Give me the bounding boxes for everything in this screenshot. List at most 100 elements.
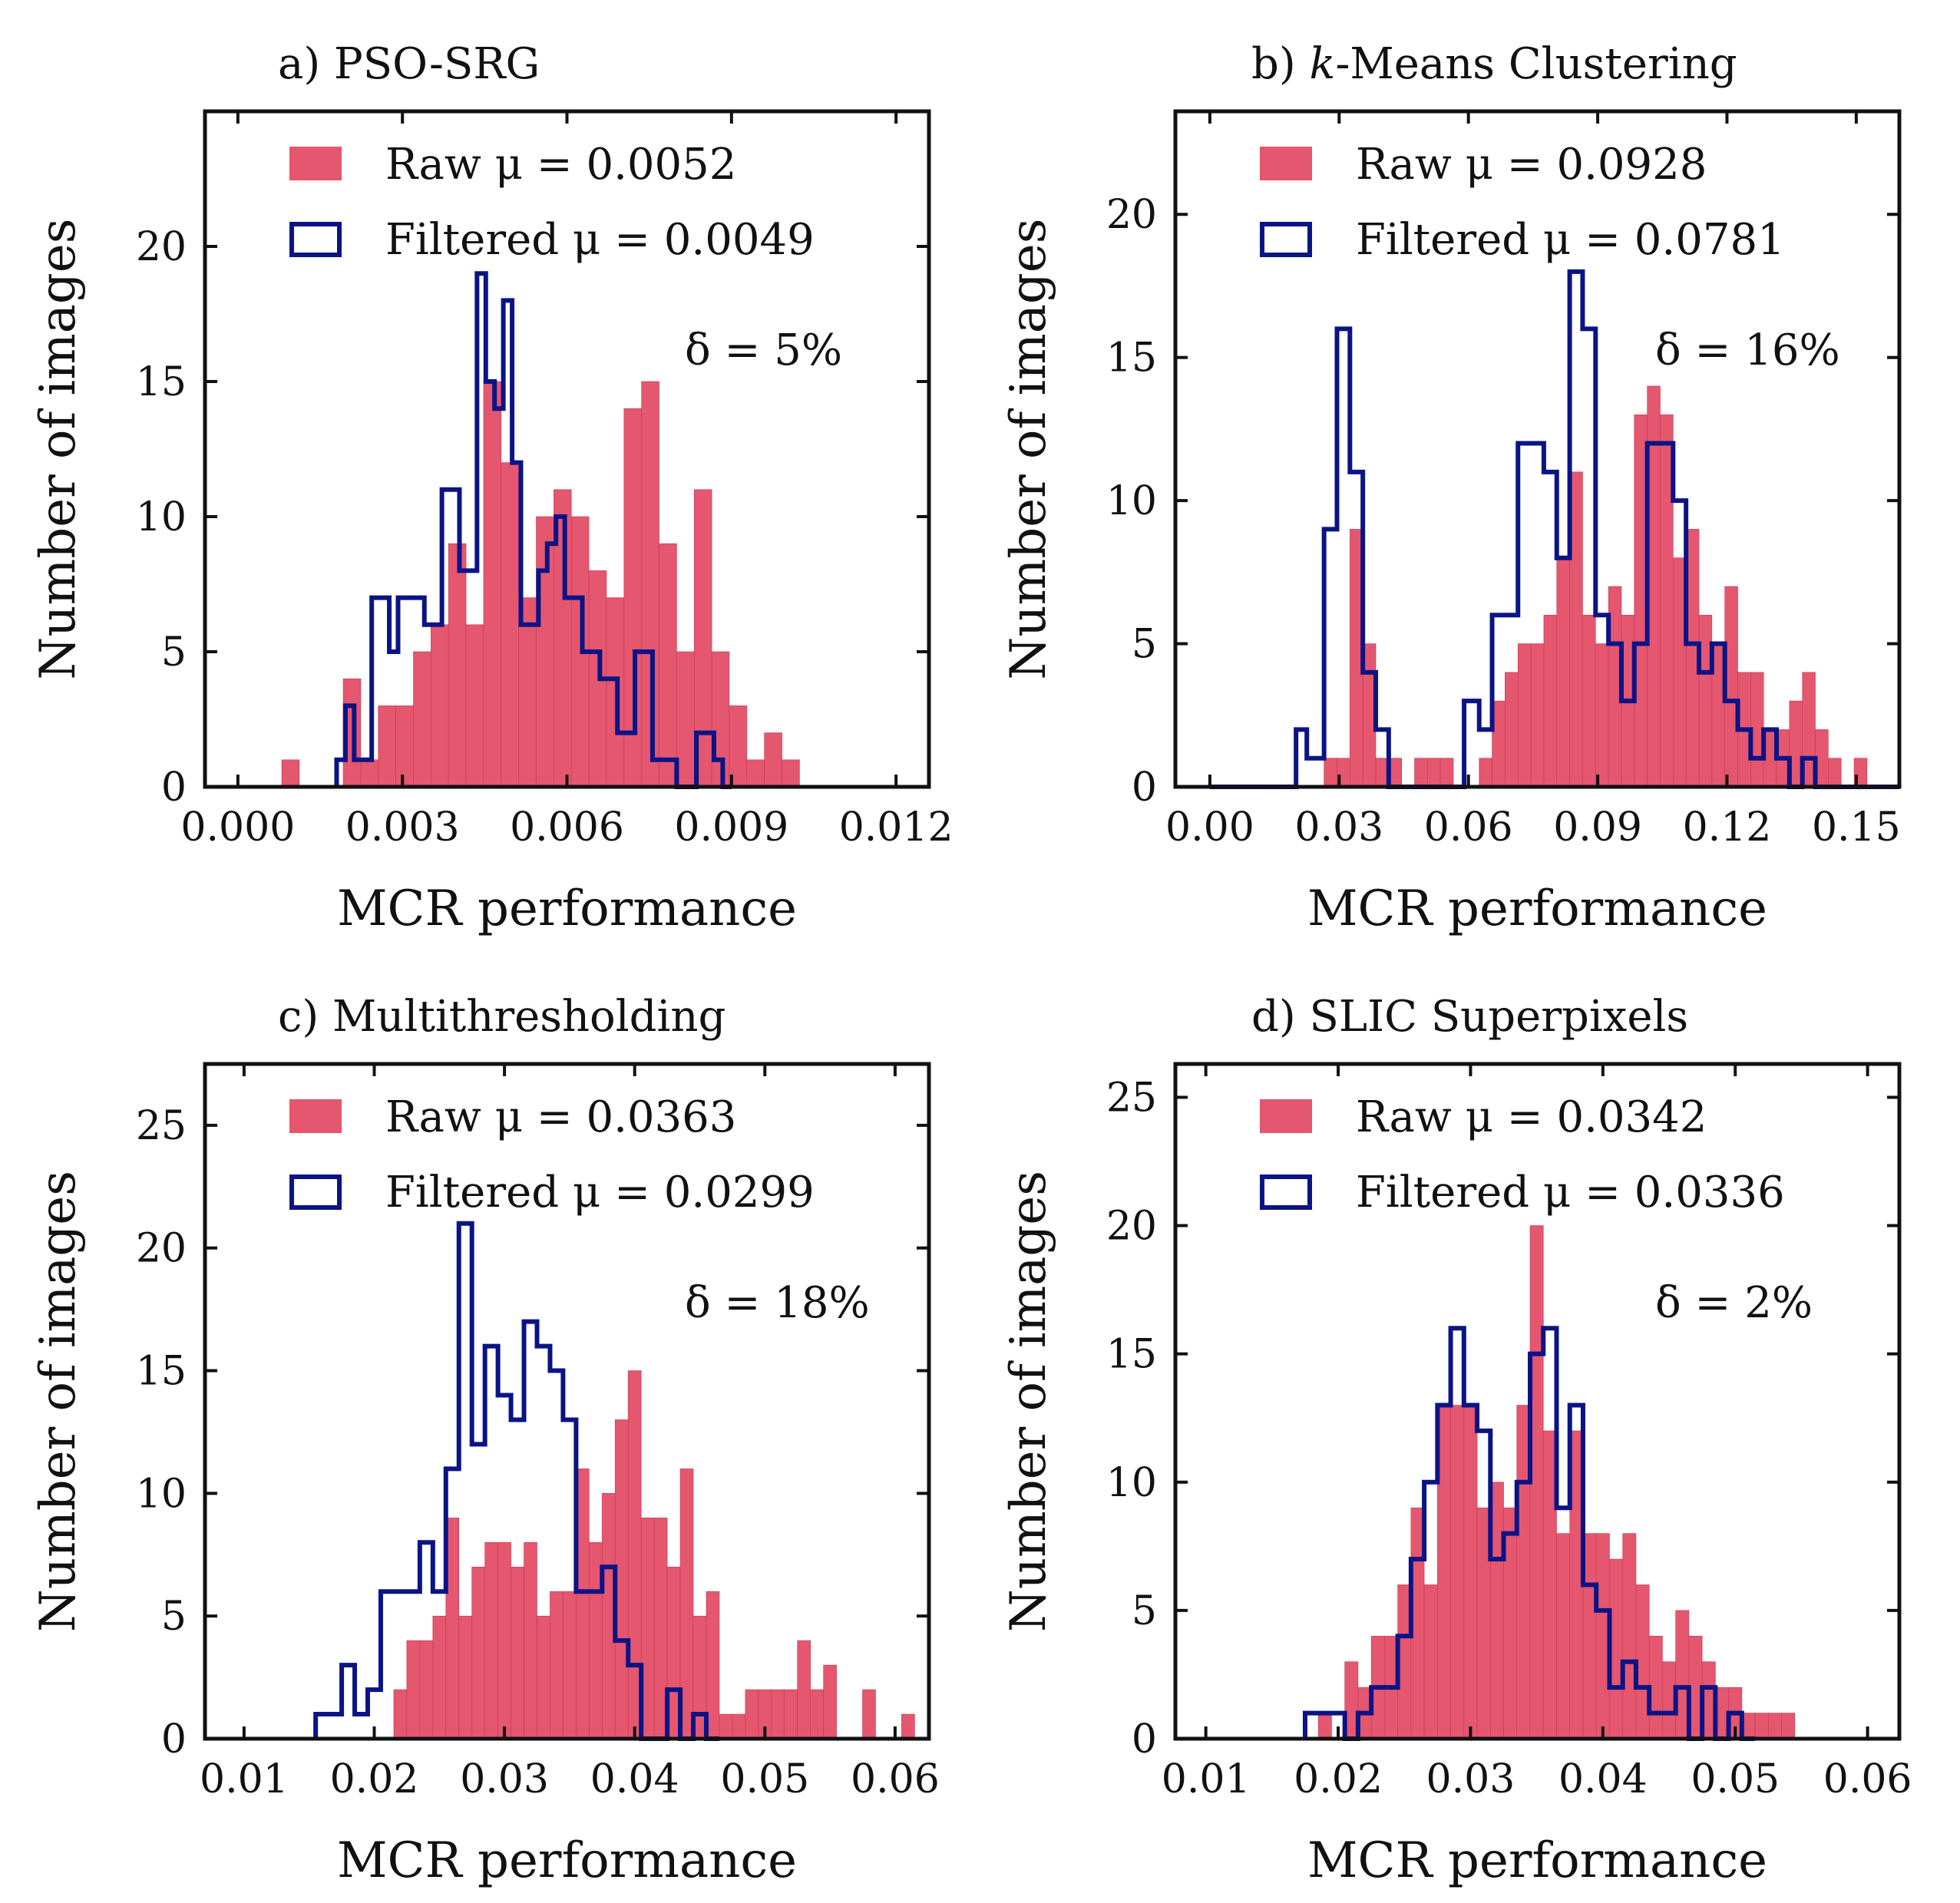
delta-annotation: δ = 16%	[1655, 325, 1840, 375]
filtered-histogram-outline	[1209, 269, 1899, 789]
y-tick-label: 20	[136, 224, 187, 270]
panel-title: a) PSO-SRG	[278, 39, 540, 89]
x-tick-label: 0.05	[720, 1756, 809, 1802]
x-tick-label: 0.02	[330, 1756, 419, 1802]
filtered-histogram-outline	[1302, 1326, 1756, 1741]
x-axis-label: MCR performance	[1307, 880, 1767, 937]
raw-bar	[746, 759, 765, 788]
y-tick-label: 0	[161, 1716, 187, 1763]
raw-bar	[764, 732, 782, 788]
raw-bar	[1505, 672, 1519, 788]
y-axis-ticks: 0 5 10 15 20 25	[136, 1103, 929, 1763]
raw-bar	[413, 651, 431, 788]
y-axis-ticks: 0 5 10 15 20 25	[1106, 1075, 1899, 1763]
raw-bar	[360, 759, 379, 788]
raw-bar	[1622, 1533, 1637, 1739]
raw-bar	[419, 1640, 434, 1739]
raw-bar	[406, 1640, 421, 1739]
y-axis-label: Number of images	[1000, 218, 1057, 679]
x-tick-label: 0.06	[851, 1756, 940, 1802]
x-tick-label: 0.03	[1294, 804, 1383, 851]
x-tick-label: 0.03	[460, 1756, 549, 1802]
y-tick-label: 0	[1132, 1716, 1157, 1763]
x-axis-label: MCR performance	[337, 1832, 797, 1889]
raw-bar	[448, 543, 467, 788]
x-tick-label: 0.15	[1812, 804, 1901, 851]
x-tick-label: 0.012	[839, 804, 954, 851]
raw-bar	[784, 1689, 798, 1739]
y-tick-label: 20	[136, 1226, 187, 1272]
raw-bar	[1324, 758, 1337, 788]
y-tick-label: 25	[1106, 1075, 1157, 1121]
legend-raw-label: Raw μ = 0.0928	[1356, 140, 1707, 190]
raw-bar	[378, 705, 396, 788]
y-tick-label: 5	[161, 629, 187, 676]
y-tick-label: 15	[136, 1349, 187, 1395]
raw-histogram	[281, 381, 800, 788]
y-axis-label: Number of images	[1000, 1171, 1057, 1632]
y-axis-ticks: 0 5 10 15 20	[1106, 192, 1899, 811]
panel-b: 0.00 0.03 0.06 0.09 0.12 0.15 0 5 10 15 20 MCR perf…	[1000, 39, 1902, 937]
y-tick-label: 15	[1106, 335, 1157, 382]
x-axis-ticks: 0.00 0.03 0.06 0.09 0.12 0.15	[1165, 111, 1901, 851]
delta-annotation: δ = 2%	[1655, 1278, 1813, 1328]
raw-bar	[1463, 1405, 1478, 1739]
raw-bar	[1543, 614, 1558, 788]
y-axis-ticks: 0 5 10 15 20	[136, 224, 929, 811]
panel-title-italic: k	[1310, 39, 1336, 89]
raw-bar	[1556, 1533, 1571, 1739]
y-tick-label: 0	[161, 765, 187, 811]
legend-raw-label: Raw μ = 0.0342	[1356, 1092, 1707, 1142]
panel-title-prefix: b)	[1251, 39, 1310, 89]
y-tick-label: 10	[1106, 1460, 1157, 1506]
raw-bar	[281, 759, 300, 788]
raw-bar	[1582, 614, 1596, 788]
legend-raw-label: Raw μ = 0.0052	[385, 140, 736, 190]
raw-bar	[393, 1689, 408, 1739]
panel-title-rest: -Means Clustering	[1335, 39, 1737, 89]
raw-histogram	[393, 1370, 915, 1739]
raw-bar	[1595, 643, 1609, 788]
legend-raw-swatch	[1260, 1099, 1312, 1133]
y-tick-label: 10	[136, 1471, 187, 1517]
y-tick-label: 0	[1132, 765, 1157, 811]
raw-bar	[659, 543, 677, 788]
x-tick-label: 0.04	[590, 1756, 679, 1802]
raw-bar	[550, 1591, 564, 1739]
raw-bar	[1781, 1713, 1796, 1739]
delta-annotation: δ = 18%	[685, 1278, 870, 1328]
raw-bar	[471, 1566, 485, 1739]
raw-bar	[1698, 614, 1713, 788]
raw-bar	[501, 462, 519, 788]
y-axis-label: Number of images	[30, 1171, 87, 1632]
legend: Raw μ = 0.0928 Filtered μ = 0.0781	[1260, 140, 1785, 265]
raw-bar	[1317, 1713, 1332, 1739]
x-axis-ticks: 0.01 0.02 0.03 0.04 0.05 0.06	[1162, 1064, 1912, 1802]
legend-raw-swatch	[289, 147, 342, 180]
y-tick-label: 15	[1106, 1332, 1157, 1378]
raw-bar	[563, 1591, 577, 1739]
x-tick-label: 0.04	[1558, 1756, 1648, 1802]
axes-frame	[203, 1062, 931, 1741]
raw-bar	[484, 1541, 498, 1739]
raw-bar	[1556, 557, 1570, 788]
x-axis-ticks: 0.000 0.003 0.006 0.009 0.012	[180, 111, 954, 851]
panel-title: b) k-Means Clustering	[1251, 39, 1737, 89]
y-tick-label: 20	[1106, 1204, 1157, 1250]
x-tick-label: 0.12	[1683, 804, 1772, 851]
y-tick-label: 10	[1106, 478, 1157, 524]
legend-filtered-label: Filtered μ = 0.0336	[1356, 1168, 1785, 1217]
legend-raw-swatch	[289, 1099, 342, 1133]
x-axis-ticks: 0.01 0.02 0.03 0.04 0.05 0.06	[200, 1064, 940, 1802]
x-tick-label: 0.006	[510, 804, 624, 851]
panel-title: d) SLIC Superpixels	[1251, 992, 1688, 1042]
x-tick-label: 0.003	[345, 804, 460, 851]
raw-bar	[1479, 758, 1492, 788]
raw-bar	[862, 1689, 876, 1739]
legend: Raw μ = 0.0363 Filtered μ = 0.0299	[289, 1092, 815, 1217]
raw-bar	[1828, 758, 1842, 788]
y-axis-label: Number of images	[30, 218, 87, 679]
raw-bar	[395, 705, 414, 788]
